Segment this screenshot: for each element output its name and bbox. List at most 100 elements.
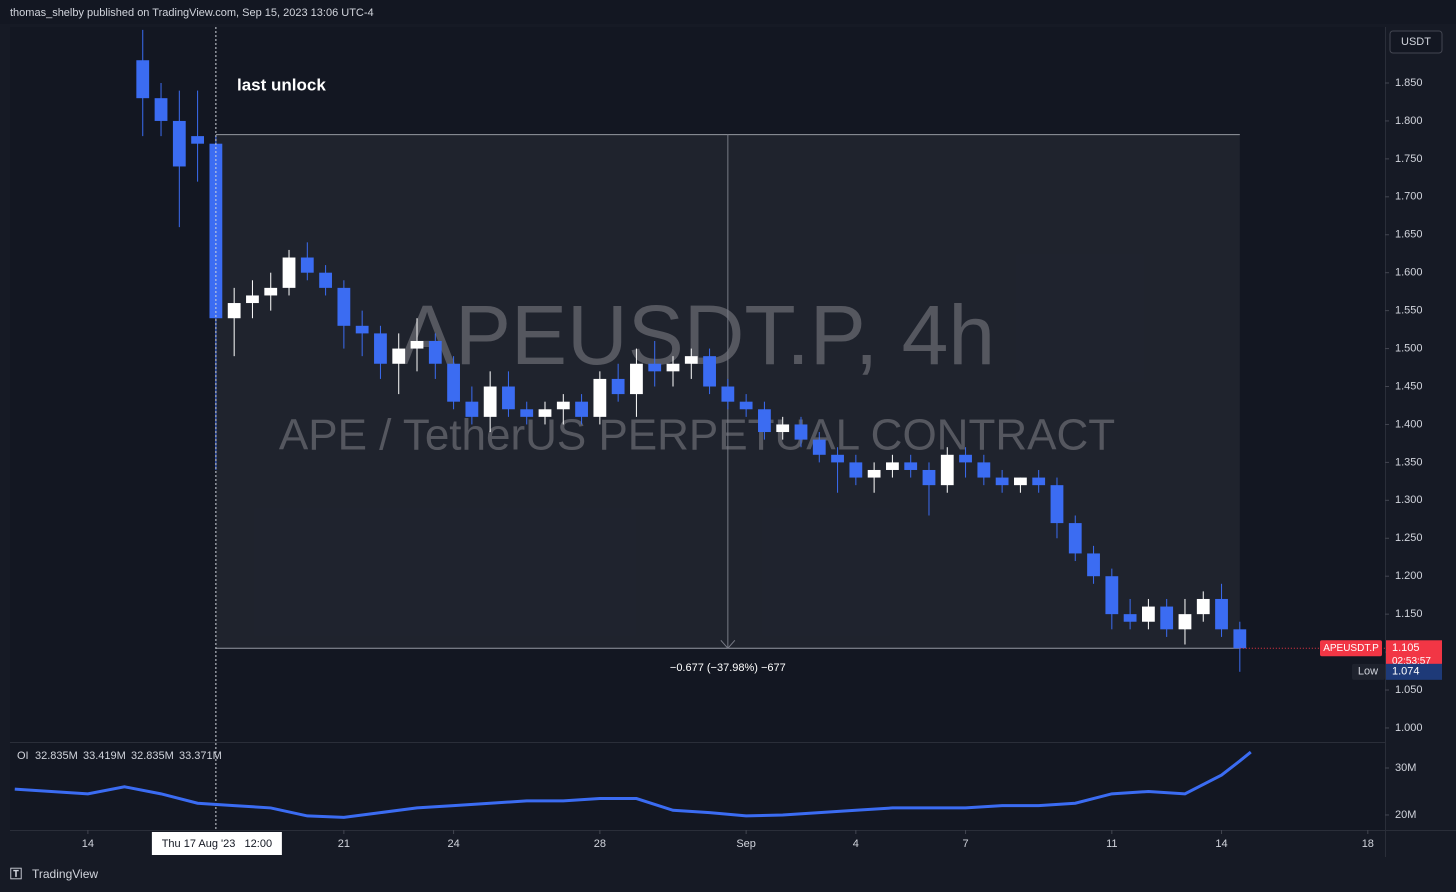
candle-body (794, 424, 808, 440)
candle-body (264, 287, 278, 296)
crosshair-label-box (151, 832, 282, 855)
candle-body (593, 378, 607, 417)
x-tick-label: 7 (962, 838, 968, 850)
candle-body (1123, 614, 1137, 622)
x-tick-label: 24 (447, 838, 459, 850)
candle-body (886, 462, 899, 470)
x-tick-label: 4 (853, 838, 859, 850)
candle-body (1196, 598, 1210, 615)
candle-body (977, 462, 991, 478)
candle-body (611, 378, 625, 395)
candle-body (538, 409, 552, 417)
oi-legend-value: 33.371M (179, 750, 222, 762)
candle-body (392, 348, 406, 364)
candle-body (867, 469, 881, 478)
candle-body (1215, 598, 1228, 630)
low-name: Low (1358, 666, 1378, 678)
currency: USDT (1401, 36, 1431, 48)
candle-body (428, 340, 442, 364)
candle-body (940, 454, 954, 486)
y-tick-label: 1.800 (1395, 115, 1423, 127)
y-tick-label: 1.850 (1395, 77, 1423, 89)
oi-legend-value: 32.835M (35, 750, 78, 762)
y-tick-label: 1.650 (1395, 229, 1423, 241)
measure-label: −0.677 (−37.98%) −677 (670, 662, 786, 674)
candle-body (227, 303, 241, 319)
candle-body (959, 454, 972, 463)
oi-line (14, 750, 1252, 819)
x-tick-label: 14 (1215, 838, 1227, 850)
y-tick-label: 1.300 (1395, 494, 1423, 506)
x-tick-label: 28 (594, 838, 606, 850)
y-tick-label: 1.500 (1395, 342, 1423, 354)
candle-body (374, 333, 387, 364)
y-tick-label: 1.000 (1395, 722, 1423, 734)
countdown: 02:53:57 (1392, 656, 1431, 667)
candle-body (1050, 485, 1064, 524)
logo-mark: 🅃 (10, 866, 22, 881)
candle-body (721, 386, 735, 402)
candle-body (282, 257, 296, 288)
low-name-box (1352, 663, 1385, 680)
candle-body (556, 401, 570, 410)
candle-body (1141, 606, 1155, 622)
low-tag-text: 1.074 (1392, 666, 1420, 678)
candle-body (1178, 614, 1192, 630)
x-tick-label: 14 (82, 838, 94, 850)
candle-body (1032, 477, 1046, 486)
candle-body (1233, 629, 1247, 649)
candle-body (355, 325, 369, 334)
oi-legend-value: 33.419M (83, 750, 126, 762)
candle-body (319, 272, 332, 288)
candle-body (1105, 576, 1119, 615)
oi-name: OI (17, 750, 29, 762)
price-tag-text: 1.105 (1392, 642, 1420, 654)
oi-tick-label: 30M (1395, 762, 1416, 774)
y-tick-label: 1.350 (1395, 456, 1423, 468)
candle-body (575, 401, 588, 417)
low-tag (1386, 663, 1442, 680)
candle-body (922, 469, 936, 486)
candle-body (684, 356, 698, 364)
candle-body (154, 98, 168, 121)
candle-body (520, 409, 534, 417)
watermark-subtitle: APE / TetherUS PERPETUAL CONTRACT (279, 411, 1115, 460)
y-tick-label: 1.150 (1395, 608, 1423, 620)
y-tick-label: 1.750 (1395, 153, 1423, 165)
candle-body (812, 439, 826, 455)
candle-body (1014, 477, 1027, 486)
measure-arrow (720, 639, 736, 650)
candle-body (337, 287, 351, 326)
y-tick-label: 1.700 (1395, 191, 1423, 203)
candle-body (849, 462, 863, 478)
plot-area (10, 27, 1385, 830)
x-tick-label: 18 (1362, 838, 1374, 850)
symbol-tag (1320, 640, 1382, 657)
crosshair-label: Thu 17 Aug '23 12:00 (162, 838, 272, 850)
price-tag (1386, 640, 1442, 669)
y-tick-label: 1.200 (1395, 570, 1423, 582)
y-tick-label: 1.600 (1395, 267, 1423, 279)
brand: TradingView (32, 867, 98, 881)
candle-body (758, 409, 771, 433)
currency-box[interactable] (1389, 30, 1443, 54)
candle-body (172, 120, 186, 167)
x-tick-label: Sep (736, 838, 756, 850)
candle-body (831, 454, 844, 463)
oi-legend-value: 32.835M (131, 750, 174, 762)
candle-body (703, 356, 716, 387)
symbol-tag-text: APEUSDT.P (1323, 643, 1379, 654)
candle-body (776, 424, 790, 433)
candle-body (739, 401, 753, 410)
watermark-title: APEUSDT.P, 4h (399, 288, 995, 382)
candle-body (483, 386, 497, 417)
candle-body (136, 60, 150, 99)
candle-body (648, 363, 662, 372)
x-tick-label: 21 (338, 838, 350, 850)
candle-body (300, 257, 314, 273)
candle-body (410, 340, 424, 349)
candle-body (1087, 553, 1100, 577)
oi-tick-label: 20M (1395, 809, 1416, 821)
